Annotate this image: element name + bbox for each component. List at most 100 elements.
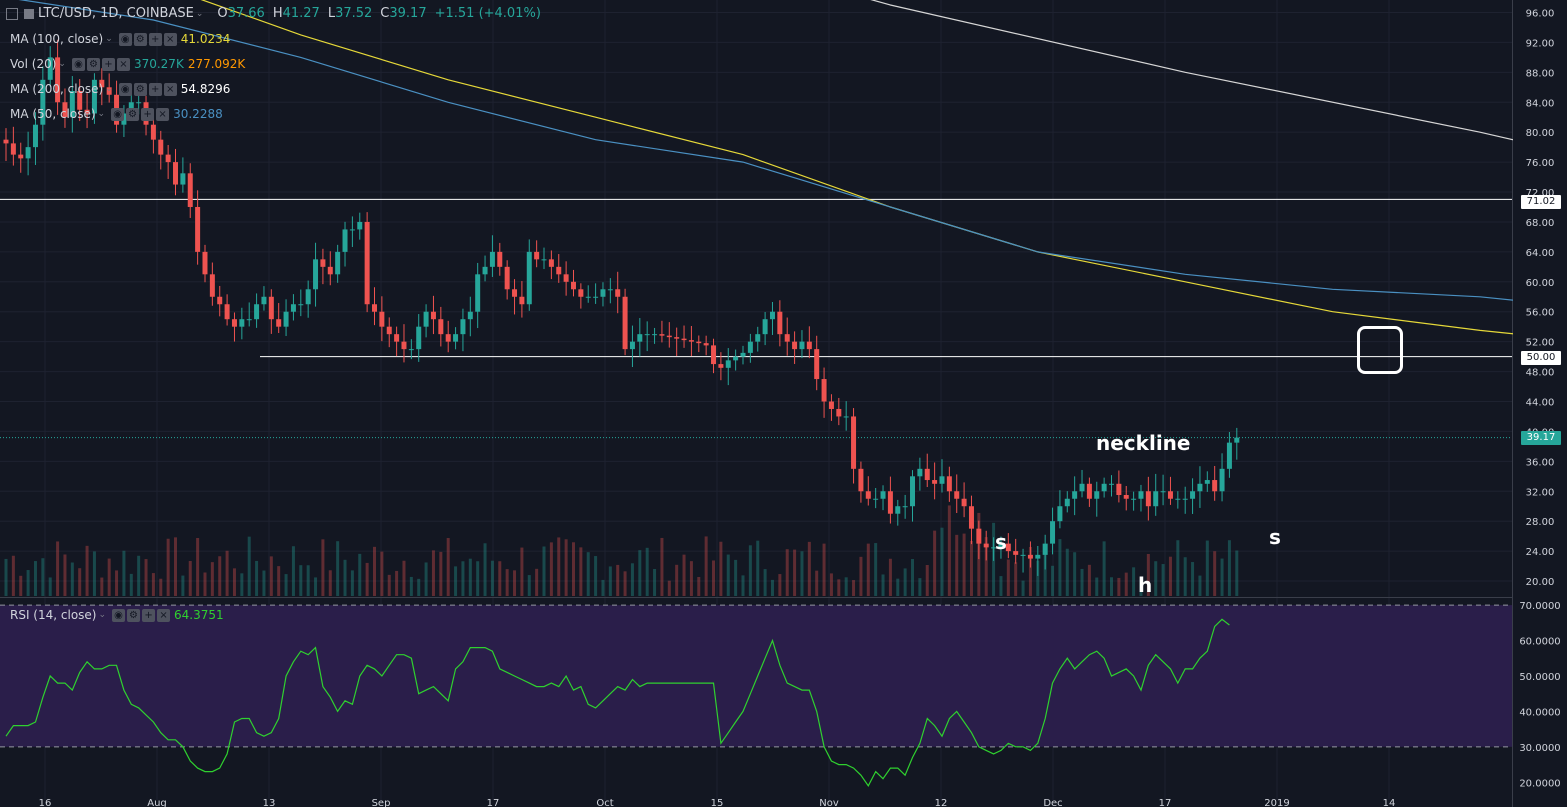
candle-body <box>961 498 967 507</box>
chevron-down-icon[interactable]: ⌄ <box>58 59 66 69</box>
volume-bar <box>380 551 384 596</box>
candle-body <box>954 491 960 499</box>
candle-body <box>1123 495 1129 499</box>
close-icon[interactable]: × <box>116 57 130 71</box>
volume-bar <box>63 554 67 596</box>
gear-icon[interactable]: ⚙ <box>126 107 140 121</box>
eye-icon[interactable]: ◉ <box>112 608 126 622</box>
add-icon[interactable]: + <box>142 608 156 622</box>
indicator-row: MA (100, close) ⌄ ◉ ⚙ + × 41.0234 <box>0 29 230 49</box>
candle-body <box>84 109 90 114</box>
close-icon[interactable]: × <box>156 107 170 121</box>
volume-bar <box>284 574 288 596</box>
indicator-name[interactable]: Vol (20) <box>10 57 57 71</box>
indicator-name[interactable]: MA (100, close) <box>10 32 104 46</box>
candle-body <box>1064 498 1070 507</box>
volume-bar <box>520 547 524 596</box>
eye-icon[interactable]: ◉ <box>118 82 132 96</box>
volume-bar <box>535 568 539 596</box>
candle-body <box>762 319 768 335</box>
volume-bar <box>137 555 141 596</box>
volume-bar <box>1176 540 1180 596</box>
volume-bar <box>299 565 303 596</box>
candle-body <box>445 334 451 342</box>
price-axis: 96.00 92.00 88.00 84.00 80.00 76.00 72.00 68.00… <box>1513 0 1567 807</box>
chevron-down-icon[interactable]: ⌄ <box>105 84 113 94</box>
gear-icon[interactable]: ⚙ <box>133 32 147 46</box>
candle-body <box>386 326 392 335</box>
open-value: 37.66 <box>227 6 265 21</box>
eye-icon[interactable]: ◉ <box>71 57 85 71</box>
indicator-controls: ◉ ⚙ + × <box>71 57 130 71</box>
price-tick-label: 72.00 <box>1526 188 1555 199</box>
candle-body <box>372 304 377 312</box>
candle-body <box>202 251 208 275</box>
price-label-last: 39.17 <box>1521 431 1561 445</box>
time-tick-label: 15 <box>711 798 724 807</box>
candle-body <box>806 341 812 350</box>
indicator-name[interactable]: MA (50, close) <box>10 107 96 121</box>
symbol-name[interactable]: LTC/USD, 1D, COINBASE <box>38 6 194 21</box>
add-icon[interactable]: + <box>148 32 162 46</box>
candle-body <box>548 259 554 267</box>
candle-body <box>173 162 179 185</box>
close-icon[interactable]: × <box>163 32 177 46</box>
high-label: H <box>272 6 283 21</box>
chevron-down-icon[interactable]: ⌄ <box>105 34 113 44</box>
head-annotation: h <box>1138 573 1153 597</box>
candle-body <box>1190 491 1196 499</box>
volume-bar <box>343 559 347 596</box>
gear-icon[interactable]: ⚙ <box>127 608 141 622</box>
volume-bar <box>203 572 207 596</box>
volume-bar <box>402 560 406 596</box>
candle-body <box>526 251 532 305</box>
price-tick-label: 88.00 <box>1526 68 1555 79</box>
volume-bar <box>822 543 826 596</box>
horizontal-levels <box>0 198 1512 439</box>
candle-body <box>77 91 83 110</box>
indicator-controls: ◉ ⚙ + × <box>118 82 177 96</box>
collapse-icon[interactable] <box>6 8 18 20</box>
indicator-name[interactable]: MA (200, close) <box>10 82 104 96</box>
gear-icon[interactable]: ⚙ <box>86 57 100 71</box>
volume-bar <box>1146 553 1150 596</box>
gear-icon[interactable]: ⚙ <box>133 82 147 96</box>
rsi-name[interactable]: RSI (14, close) <box>10 608 97 622</box>
volume-bar <box>159 578 163 596</box>
candle-body <box>475 274 481 312</box>
volume-bar <box>763 569 767 596</box>
volume-bar <box>800 551 804 596</box>
add-icon[interactable]: + <box>101 57 115 71</box>
volume-bar <box>387 574 391 596</box>
eye-icon[interactable]: ◉ <box>111 107 125 121</box>
change-value: +1.51 (+4.01%) <box>434 6 541 21</box>
price-tick-label: 96.00 <box>1526 8 1555 19</box>
candle-body <box>1182 498 1188 500</box>
eye-icon[interactable]: ◉ <box>118 32 132 46</box>
candle-body <box>703 343 709 346</box>
time-tick-label: Oct <box>596 798 613 807</box>
close-icon[interactable]: × <box>157 608 171 622</box>
add-icon[interactable]: + <box>148 82 162 96</box>
candle-body <box>460 319 466 335</box>
chevron-down-icon[interactable]: ⌄ <box>97 109 106 119</box>
target-box[interactable] <box>1357 326 1403 374</box>
add-icon[interactable]: + <box>141 107 155 121</box>
volume-bar <box>1065 548 1069 596</box>
volume-bar <box>306 565 310 596</box>
volume-bar <box>933 530 937 596</box>
volume-bar <box>468 558 472 596</box>
candle-body <box>556 266 562 275</box>
volume-bar <box>601 579 605 596</box>
candle-body <box>1197 483 1203 492</box>
volume-bar <box>188 561 192 596</box>
volume-bar <box>844 577 848 596</box>
chevron-down-icon[interactable]: ⌄ <box>98 610 107 620</box>
candle-body <box>357 221 363 230</box>
chevron-down-icon[interactable]: ⌄ <box>195 9 204 19</box>
candle-body <box>629 341 635 350</box>
candle-body <box>585 296 591 298</box>
close-icon[interactable]: × <box>163 82 177 96</box>
volume-bar <box>874 543 878 596</box>
